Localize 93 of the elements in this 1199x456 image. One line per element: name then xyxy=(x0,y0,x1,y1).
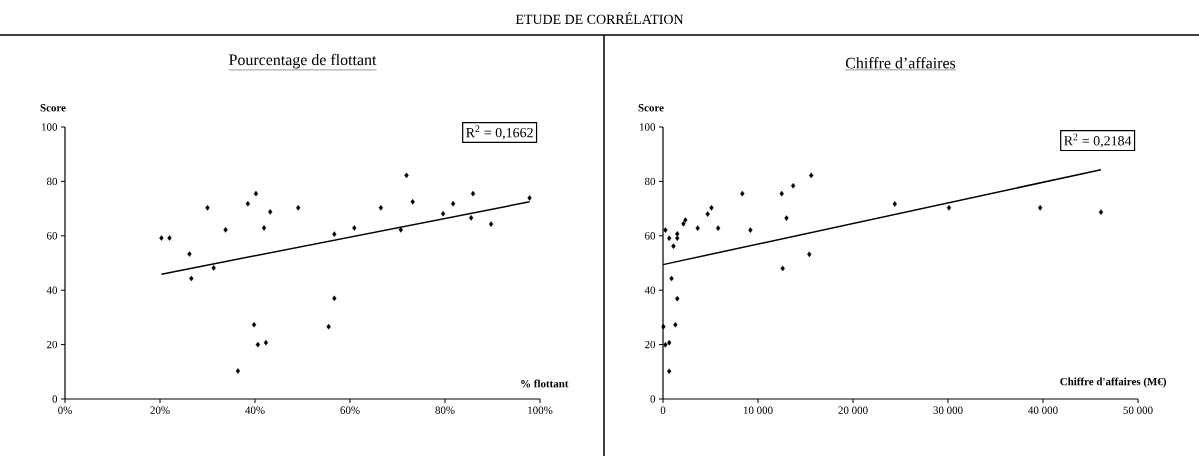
point xyxy=(255,341,260,348)
point xyxy=(748,227,753,233)
annotation: R$^{2}$ = 0,2184 xyxy=(1064,133,1132,148)
point xyxy=(669,275,674,282)
point xyxy=(167,235,172,241)
point xyxy=(235,368,241,374)
y-tick-label: 0 xyxy=(650,395,656,403)
point xyxy=(268,209,273,215)
y-tick-label: 60 xyxy=(46,232,58,240)
x-tick-label: 30 000 xyxy=(933,406,963,414)
y-tick-label: 100 xyxy=(42,123,58,131)
point xyxy=(263,339,269,346)
point xyxy=(784,215,789,221)
point xyxy=(261,225,267,231)
text: ETUDE DE CORRÉLATION xyxy=(515,11,684,25)
point xyxy=(675,235,680,242)
point xyxy=(440,210,446,217)
x-tick-label: 0% xyxy=(58,406,72,414)
point xyxy=(705,211,710,217)
point xyxy=(398,227,403,233)
point xyxy=(807,251,812,258)
point xyxy=(450,200,456,207)
point xyxy=(326,323,331,330)
y-tick-label: 40 xyxy=(46,286,58,294)
point xyxy=(468,215,474,221)
point xyxy=(791,182,796,189)
point xyxy=(296,204,301,211)
point xyxy=(211,265,216,271)
point xyxy=(1038,204,1043,211)
point xyxy=(675,295,680,302)
y-tick-label: 80 xyxy=(644,177,656,186)
point xyxy=(681,221,686,227)
point xyxy=(715,225,721,231)
y-tick-label: 100 xyxy=(640,123,656,131)
y-tick-label: 0 xyxy=(52,395,58,403)
point xyxy=(253,190,259,197)
x-tick-label: 20% xyxy=(150,406,170,414)
point xyxy=(352,225,357,231)
chart-title: Chiffre d’affaires xyxy=(845,57,956,69)
x-tick-label: 100% xyxy=(528,406,553,414)
point xyxy=(695,225,700,231)
x-axis-title: % flottant xyxy=(521,379,569,388)
point xyxy=(892,201,897,207)
chart-title: Pourcentage de flottant xyxy=(229,53,377,69)
point xyxy=(946,204,952,211)
point xyxy=(667,339,672,346)
x-axis-title: Chiffre d'affaires (M€) xyxy=(1060,377,1167,388)
point xyxy=(378,204,384,211)
point xyxy=(663,227,668,233)
point xyxy=(661,323,666,330)
x-tick-label: 0 xyxy=(660,406,666,414)
point xyxy=(809,172,814,179)
y-tick-label: 80 xyxy=(46,177,58,186)
point xyxy=(673,321,678,328)
y-axis-title: Score xyxy=(40,104,66,112)
point xyxy=(404,172,409,179)
point xyxy=(683,217,688,223)
annotation: R$^{2}$ = 0,1662 xyxy=(466,125,533,140)
point xyxy=(470,190,476,197)
point xyxy=(187,251,192,257)
y-tick-label: 40 xyxy=(644,286,656,294)
point xyxy=(223,227,228,233)
x-tick-label: 50 000 xyxy=(1123,406,1153,414)
point xyxy=(671,243,676,249)
x-tick-label: 10 000 xyxy=(743,406,773,414)
point xyxy=(332,295,337,302)
point xyxy=(780,265,785,272)
x-tick-label: 60% xyxy=(340,406,360,414)
x-tick-label: 20 000 xyxy=(838,406,868,414)
y-axis-title: Score xyxy=(638,104,664,112)
point xyxy=(667,368,672,375)
x-tick-label: 40% xyxy=(245,406,265,414)
point xyxy=(332,231,337,237)
point xyxy=(675,231,680,237)
point xyxy=(410,199,415,205)
point xyxy=(1098,209,1104,215)
point xyxy=(159,235,164,241)
point xyxy=(189,275,194,282)
point xyxy=(488,221,494,227)
point xyxy=(779,190,784,197)
point xyxy=(527,195,532,201)
y-tick-label: 20 xyxy=(645,340,656,349)
x-tick-label: 80% xyxy=(435,406,455,414)
y-tick-label: 60 xyxy=(645,232,656,240)
x-tick-label: 40 000 xyxy=(1028,406,1058,414)
point xyxy=(205,204,210,211)
y-tick-label: 20 xyxy=(47,340,58,349)
point xyxy=(709,204,714,211)
point xyxy=(667,235,672,242)
point xyxy=(245,200,251,207)
point xyxy=(251,321,257,328)
point xyxy=(740,190,745,197)
point xyxy=(663,342,668,348)
